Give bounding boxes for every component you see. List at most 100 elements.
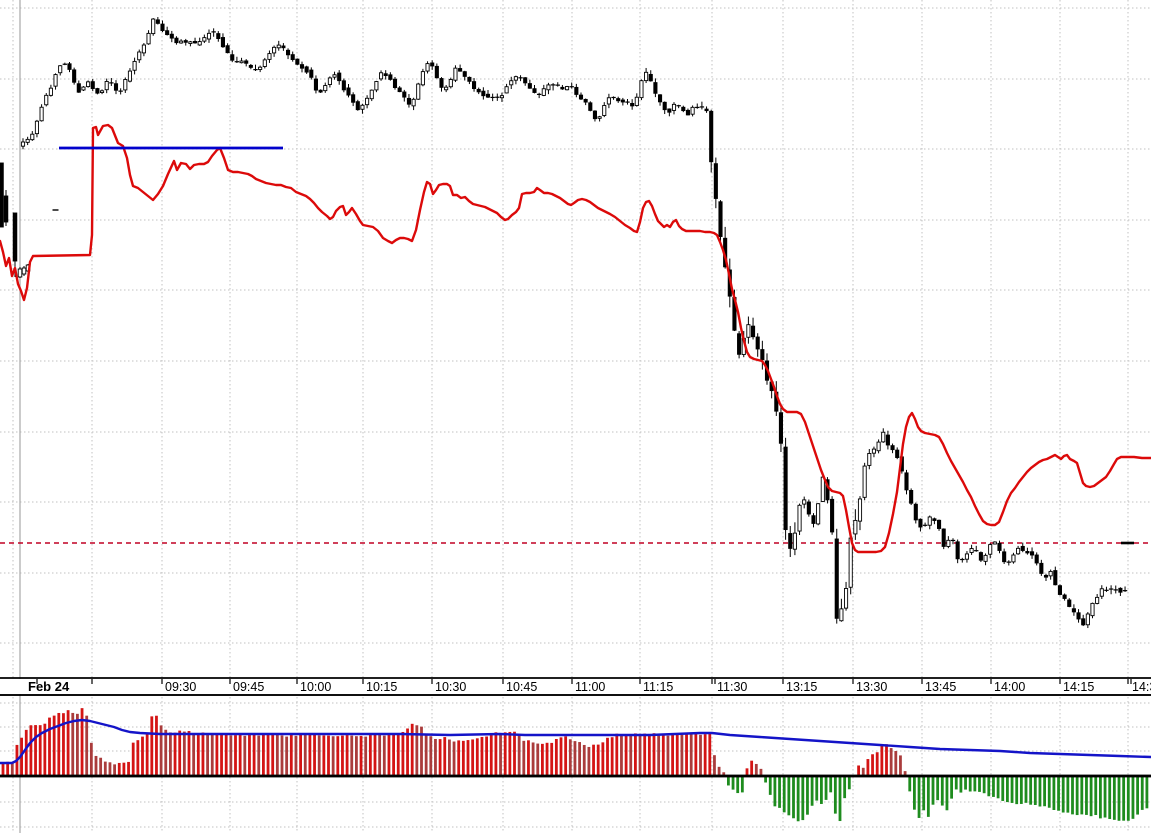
candle-down — [704, 108, 709, 112]
candle-down — [402, 91, 407, 98]
axis-time-label[interactable]: Feb 24 — [28, 679, 70, 694]
histogram-bar-negative — [1057, 776, 1060, 811]
candle-down — [932, 518, 937, 521]
histogram-bar-positive — [382, 735, 386, 776]
histogram-bar-negative — [838, 776, 842, 822]
candle-up — [137, 51, 142, 61]
time-axis-band — [0, 679, 1151, 694]
histogram-bar-negative — [968, 776, 972, 792]
candle-up — [839, 608, 844, 622]
histogram-bar-positive — [606, 737, 609, 776]
axis-time-label[interactable]: 11:30 — [717, 680, 747, 694]
histogram-bar-negative — [973, 776, 977, 792]
candle-down — [909, 490, 914, 504]
axis-time-label[interactable]: 09:30 — [165, 680, 196, 694]
candle-down — [662, 101, 667, 111]
candle-down — [192, 40, 198, 44]
histogram-bar-positive — [10, 763, 14, 776]
candle-down — [713, 163, 718, 199]
candle-up — [816, 503, 821, 525]
histogram-bar-negative — [787, 776, 791, 816]
histogram-bar-positive — [889, 748, 893, 776]
histogram-bar-positive — [517, 734, 521, 776]
histogram-bar-positive — [401, 731, 405, 776]
histogram-bar-negative — [1066, 776, 1070, 813]
axis-time-label[interactable]: 10:30 — [435, 680, 466, 694]
histogram-bar-negative — [792, 776, 795, 819]
histogram-bar-negative — [1029, 776, 1033, 805]
candle-down — [583, 98, 588, 103]
candle-down — [169, 33, 174, 39]
histogram-bar-positive — [750, 760, 754, 776]
histogram-bar-negative — [1001, 776, 1005, 801]
histogram-bar-positive — [620, 734, 623, 776]
histogram-bar-positive — [522, 740, 526, 776]
histogram-bar-positive — [480, 736, 484, 776]
histogram-bar-positive — [378, 734, 382, 776]
axis-time-label[interactable]: 09:45 — [233, 680, 264, 694]
histogram-bar-positive — [266, 734, 270, 776]
candle-up — [671, 103, 677, 111]
candle-up — [513, 76, 518, 81]
histogram-bar-positive — [52, 715, 56, 776]
histogram-bar-negative — [1033, 776, 1037, 805]
candle-down — [230, 54, 235, 61]
candle-up — [797, 504, 802, 532]
axis-time-label[interactable]: 10:00 — [300, 680, 331, 694]
histogram-bar-positive — [875, 752, 879, 776]
histogram-bar-positive — [689, 733, 693, 776]
axis-time-label[interactable]: 10:45 — [506, 680, 537, 694]
histogram-bar-positive — [252, 734, 256, 776]
histogram-bar-positive — [117, 762, 121, 776]
candle-down — [244, 60, 249, 64]
axis-time-label[interactable]: 13:30 — [856, 680, 887, 694]
candle-up — [262, 59, 267, 67]
histogram-bar-negative — [801, 776, 805, 821]
histogram-bar-positive — [368, 735, 372, 776]
histogram-bar-positive — [24, 729, 28, 776]
histogram-bar-positive — [499, 734, 502, 776]
candle-up — [34, 120, 39, 135]
panel-blue-signal-line — [0, 718, 1151, 765]
candle-down — [778, 412, 783, 444]
histogram-bar-positive — [899, 755, 902, 776]
candle-down — [485, 93, 491, 98]
histogram-bar-positive — [694, 732, 698, 776]
histogram-bar-negative — [740, 776, 744, 793]
histogram-bar-positive — [345, 735, 349, 776]
histogram-bar-positive — [410, 723, 414, 776]
axis-time-label[interactable]: 11:00 — [575, 680, 605, 694]
histogram-bar-positive — [331, 736, 335, 776]
candle-up — [597, 116, 602, 119]
histogram-bar-negative — [778, 776, 781, 808]
candle-up — [53, 74, 58, 87]
axis-time-label[interactable]: 14:30 — [1132, 680, 1151, 694]
histogram-bar-positive — [699, 734, 702, 776]
candle-up — [634, 96, 639, 107]
histogram-bar-positive — [359, 735, 363, 776]
axis-time-label[interactable]: 13:45 — [925, 680, 956, 694]
histogram-bar-positive — [452, 741, 456, 776]
histogram-bar-positive — [559, 737, 563, 776]
histogram-bar-positive — [1, 762, 5, 776]
histogram-bar-negative — [1103, 776, 1107, 818]
histogram-bar-positive — [238, 733, 242, 776]
axis-time-label[interactable]: 14:15 — [1063, 680, 1094, 694]
axis-time-label[interactable]: 14:00 — [994, 680, 1025, 694]
axis-time-label[interactable]: 10:15 — [366, 680, 397, 694]
candle-up — [25, 138, 30, 143]
histogram-bar-negative — [736, 776, 740, 794]
histogram-bar-positive — [85, 715, 89, 776]
candle-down — [295, 58, 300, 65]
candle-down — [532, 88, 537, 93]
histogram-bar-negative — [1122, 776, 1126, 821]
histogram-bar-positive — [461, 740, 465, 776]
candle-down — [341, 80, 346, 91]
candle-up — [206, 32, 212, 40]
histogram-bar-positive — [20, 737, 23, 776]
axis-time-label[interactable]: 11:15 — [643, 680, 673, 694]
axis-time-label[interactable]: 13:15 — [786, 680, 817, 694]
histogram-bar-positive — [406, 728, 409, 776]
candle-up — [86, 81, 91, 88]
